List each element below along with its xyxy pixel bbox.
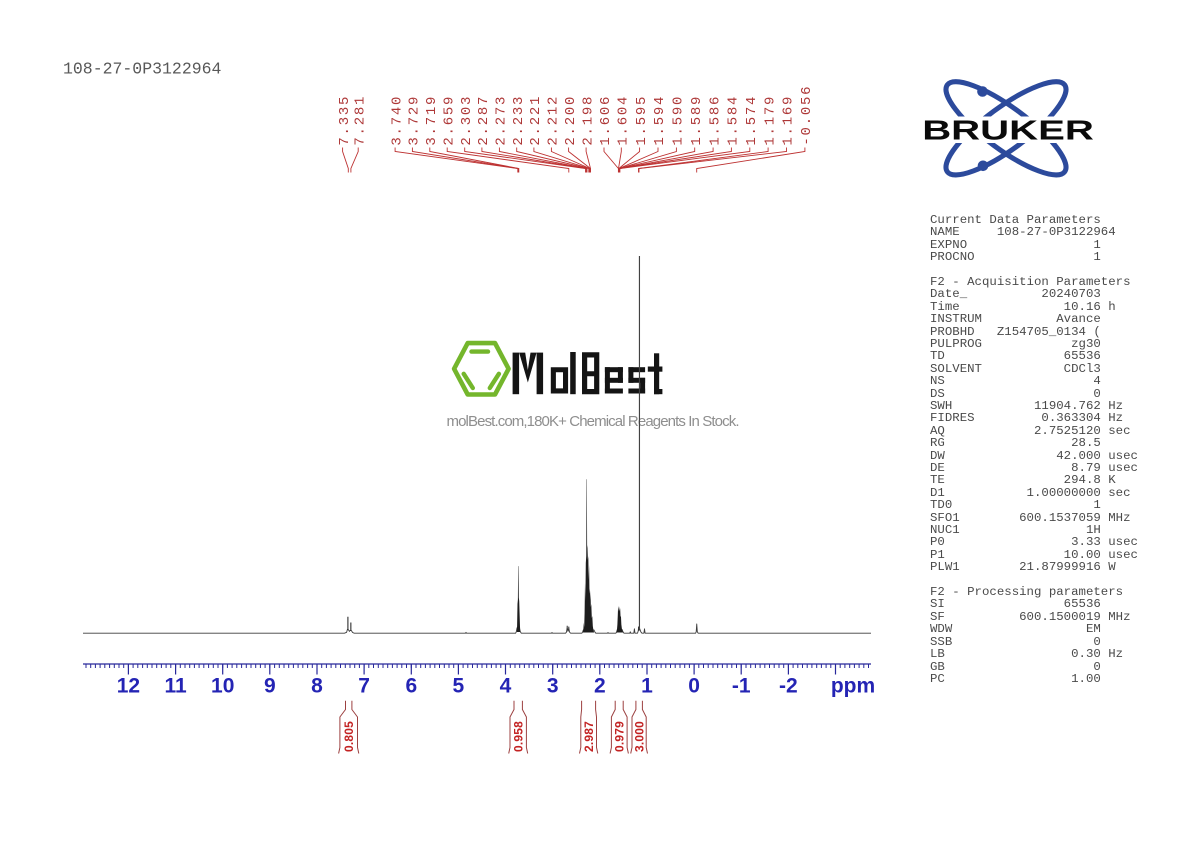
svg-text:2.273: 2.273: [494, 95, 510, 146]
svg-text:4: 4: [500, 675, 512, 698]
svg-text:1.574: 1.574: [744, 95, 760, 146]
svg-text:3.729: 3.729: [407, 95, 423, 146]
svg-text:1.604: 1.604: [616, 95, 632, 146]
svg-text:1.606: 1.606: [598, 95, 614, 146]
svg-text:1: 1: [641, 675, 653, 698]
svg-text:2.287: 2.287: [476, 95, 492, 146]
svg-text:BRUKER: BRUKER: [922, 116, 1094, 146]
svg-text:2.303: 2.303: [459, 95, 475, 146]
svg-text:5: 5: [453, 675, 465, 698]
svg-text:0: 0: [688, 675, 700, 698]
svg-text:8: 8: [311, 675, 323, 698]
svg-text:108-27-0P3122964: 108-27-0P3122964: [63, 59, 222, 78]
svg-text:-2: -2: [779, 675, 798, 698]
svg-text:2.987: 2.987: [582, 721, 596, 752]
svg-text:-1: -1: [732, 675, 751, 698]
svg-text:12: 12: [117, 675, 140, 698]
svg-text:ppm: ppm: [831, 675, 875, 698]
svg-text:1.584: 1.584: [726, 95, 742, 146]
svg-text:1.589: 1.589: [689, 95, 705, 146]
svg-text:3.719: 3.719: [424, 95, 440, 146]
svg-text:3: 3: [547, 675, 559, 698]
svg-text:2.198: 2.198: [580, 95, 596, 146]
svg-text:1.590: 1.590: [671, 95, 687, 146]
svg-text:2.659: 2.659: [441, 95, 457, 146]
svg-text:7.335: 7.335: [337, 95, 353, 146]
svg-text:0.979: 0.979: [613, 721, 627, 752]
svg-text:7: 7: [358, 675, 370, 698]
svg-text:0.958: 0.958: [512, 721, 526, 752]
svg-text:1.169: 1.169: [781, 95, 797, 146]
svg-text:2: 2: [594, 675, 606, 698]
svg-text:10: 10: [211, 675, 234, 698]
svg-text:molBest.com,180K+ Chemical Rea: molBest.com,180K+ Chemical Reagents In S…: [447, 413, 740, 430]
svg-text:2.221: 2.221: [528, 95, 544, 146]
svg-text:7.281: 7.281: [352, 95, 368, 146]
svg-text:1.586: 1.586: [707, 95, 723, 146]
svg-text:-0.056: -0.056: [799, 85, 815, 146]
svg-text:1.594: 1.594: [652, 95, 668, 146]
svg-text:3.000: 3.000: [632, 721, 646, 752]
svg-text:9: 9: [264, 675, 276, 698]
svg-text:11: 11: [164, 675, 187, 698]
svg-text:2.233: 2.233: [511, 95, 527, 146]
svg-text:1.595: 1.595: [634, 95, 650, 146]
svg-text:1.179: 1.179: [762, 95, 778, 146]
svg-text:2.200: 2.200: [563, 95, 579, 146]
svg-text:6: 6: [405, 675, 417, 698]
svg-text:0.805: 0.805: [342, 721, 356, 752]
svg-text:3.740: 3.740: [389, 95, 405, 146]
svg-text:2.212: 2.212: [546, 95, 562, 146]
